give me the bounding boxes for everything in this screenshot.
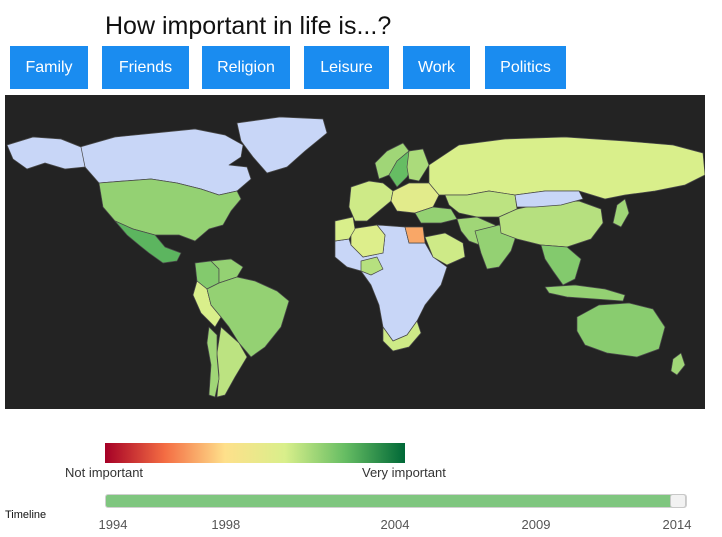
timeline-tick: 2009 — [521, 517, 551, 532]
politics-button[interactable]: Politics — [485, 46, 566, 89]
region-japan[interactable] — [612, 198, 630, 228]
region-alaska[interactable] — [6, 136, 86, 170]
religion-button[interactable]: Religion — [202, 46, 290, 89]
category-button-bar: Family Friends Religion Leisure Work Pol… — [0, 46, 722, 90]
world-choropleth-map[interactable] — [5, 95, 705, 409]
region-algeria[interactable] — [350, 224, 386, 258]
timeline-slider[interactable] — [105, 494, 687, 508]
friends-button[interactable]: Friends — [102, 46, 189, 89]
page-title: How important in life is...? — [105, 12, 392, 40]
region-nigeria[interactable] — [360, 256, 384, 276]
region-egypt[interactable] — [404, 226, 426, 244]
region-south-africa[interactable] — [382, 320, 422, 352]
region-russia[interactable] — [428, 136, 705, 200]
region-morocco[interactable] — [334, 216, 356, 242]
timeline-fill — [106, 495, 672, 507]
legend-low-label: Not important — [65, 465, 144, 480]
timeline-handle[interactable] — [670, 494, 686, 508]
timeline-tick: 2014 — [662, 517, 692, 532]
timeline-label: Timeline — [5, 509, 47, 521]
leisure-button[interactable]: Leisure — [304, 46, 389, 89]
region-finland[interactable] — [406, 148, 430, 182]
region-indonesia[interactable] — [544, 284, 626, 302]
region-argentina[interactable] — [216, 326, 248, 398]
region-chile[interactable] — [206, 326, 220, 398]
region-saudi-arabia[interactable] — [424, 232, 466, 266]
work-button[interactable]: Work — [403, 46, 470, 89]
region-western-europe[interactable] — [348, 180, 394, 222]
family-button[interactable]: Family — [10, 46, 88, 89]
region-mongolia[interactable] — [514, 190, 584, 208]
region-new-zealand[interactable] — [670, 352, 686, 376]
timeline-tick: 1998 — [211, 517, 241, 532]
legend-high-label: Very important — [362, 465, 446, 480]
timeline-tick: 2004 — [380, 517, 410, 532]
region-australia[interactable] — [576, 302, 666, 358]
timeline-tick: 1994 — [98, 517, 128, 532]
color-scale-legend — [105, 443, 405, 463]
region-kazakhstan[interactable] — [444, 190, 518, 218]
region-brazil[interactable] — [206, 276, 290, 358]
map-canvas — [6, 116, 705, 398]
region-greenland[interactable] — [236, 116, 328, 174]
region-southeast-asia[interactable] — [540, 244, 582, 286]
region-mexico[interactable] — [114, 220, 182, 264]
